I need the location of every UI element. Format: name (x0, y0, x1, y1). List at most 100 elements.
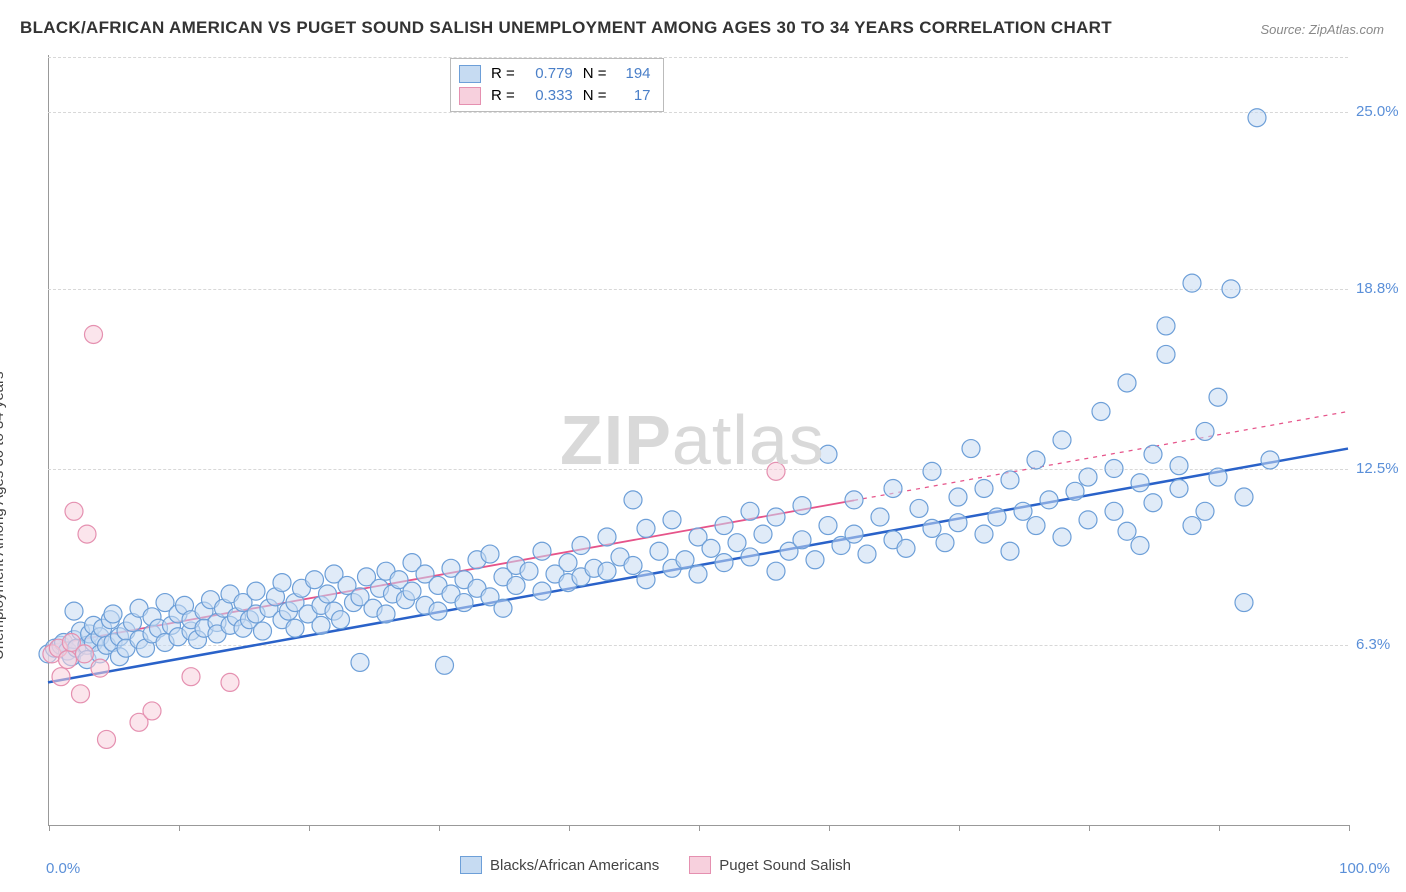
n-label: N = (583, 85, 607, 107)
data-point (182, 668, 200, 686)
data-point (988, 508, 1006, 526)
data-point (429, 602, 447, 620)
data-point (923, 462, 941, 480)
data-point (52, 668, 70, 686)
swatch-blue-icon (459, 65, 481, 83)
x-tick (959, 825, 960, 831)
correlation-legend: R = 0.779 N = 194 R = 0.333 N = 17 (450, 58, 664, 112)
x-tick (1349, 825, 1350, 831)
data-point (689, 565, 707, 583)
data-point (1040, 491, 1058, 509)
data-point (1001, 471, 1019, 489)
data-point (1027, 451, 1045, 469)
x-tick (569, 825, 570, 831)
data-point (254, 622, 272, 640)
chart-title: BLACK/AFRICAN AMERICAN VS PUGET SOUND SA… (20, 18, 1112, 38)
data-point (1144, 445, 1162, 463)
data-point (1157, 345, 1175, 363)
x-tick (829, 825, 830, 831)
data-point (1001, 542, 1019, 560)
data-point (715, 554, 733, 572)
data-point (85, 325, 103, 343)
data-point (819, 445, 837, 463)
data-point (1014, 502, 1032, 520)
data-point (1105, 460, 1123, 478)
data-point (897, 539, 915, 557)
data-point (741, 548, 759, 566)
data-point (1131, 474, 1149, 492)
data-point (104, 605, 122, 623)
data-point (312, 616, 330, 634)
n-label: N = (583, 63, 607, 85)
r-label: R = (491, 85, 515, 107)
data-point (624, 556, 642, 574)
data-point (884, 479, 902, 497)
data-point (728, 534, 746, 552)
swatch-blue-icon (460, 856, 482, 874)
legend-row-pink: R = 0.333 N = 17 (459, 85, 651, 107)
data-point (663, 511, 681, 529)
data-point (1053, 528, 1071, 546)
x-tick-100: 100.0% (1339, 860, 1390, 877)
data-point (741, 502, 759, 520)
legend-row-blue: R = 0.779 N = 194 (459, 63, 651, 85)
data-point (1027, 517, 1045, 535)
data-point (871, 508, 889, 526)
data-point (767, 462, 785, 480)
data-point (936, 534, 954, 552)
data-point (455, 594, 473, 612)
data-point (533, 582, 551, 600)
data-point (520, 562, 538, 580)
data-point (306, 571, 324, 589)
data-point (481, 545, 499, 563)
data-point (819, 517, 837, 535)
data-point (98, 730, 116, 748)
data-point (598, 528, 616, 546)
x-tick-0: 0.0% (46, 860, 80, 877)
data-point (247, 582, 265, 600)
legend-item-blue: Blacks/African Americans (460, 856, 659, 874)
data-point (1222, 280, 1240, 298)
data-point (845, 525, 863, 543)
swatch-pink-icon (459, 87, 481, 105)
swatch-pink-icon (689, 856, 711, 874)
data-point (78, 525, 96, 543)
data-point (1170, 479, 1188, 497)
data-point (793, 497, 811, 515)
data-point (1118, 374, 1136, 392)
y-axis-label: Unemployment Among Ages 30 to 34 years (0, 371, 7, 660)
data-point (533, 542, 551, 560)
data-point (975, 479, 993, 497)
data-point (624, 491, 642, 509)
data-point (1079, 468, 1097, 486)
data-point (1079, 511, 1097, 529)
data-point (637, 571, 655, 589)
data-point (858, 545, 876, 563)
n-value-pink: 17 (617, 85, 651, 107)
legend-label-pink: Puget Sound Salish (719, 857, 851, 874)
data-point (1235, 488, 1253, 506)
data-point (715, 517, 733, 535)
data-point (1157, 317, 1175, 335)
data-point (949, 514, 967, 532)
data-point (806, 551, 824, 569)
data-point (962, 440, 980, 458)
data-point (273, 574, 291, 592)
data-point (377, 605, 395, 623)
data-point (319, 585, 337, 603)
data-point (72, 685, 90, 703)
y-tick-label: 12.5% (1356, 460, 1399, 477)
data-point (767, 562, 785, 580)
data-point (1248, 109, 1266, 127)
source-label: Source: ZipAtlas.com (1260, 22, 1384, 37)
r-value-blue: 0.779 (525, 63, 573, 85)
n-value-blue: 194 (617, 63, 651, 85)
data-point (221, 673, 239, 691)
data-point (143, 702, 161, 720)
data-point (1183, 274, 1201, 292)
data-point (65, 602, 83, 620)
data-point (598, 562, 616, 580)
data-point (436, 656, 454, 674)
x-tick (1219, 825, 1220, 831)
data-point (1235, 594, 1253, 612)
